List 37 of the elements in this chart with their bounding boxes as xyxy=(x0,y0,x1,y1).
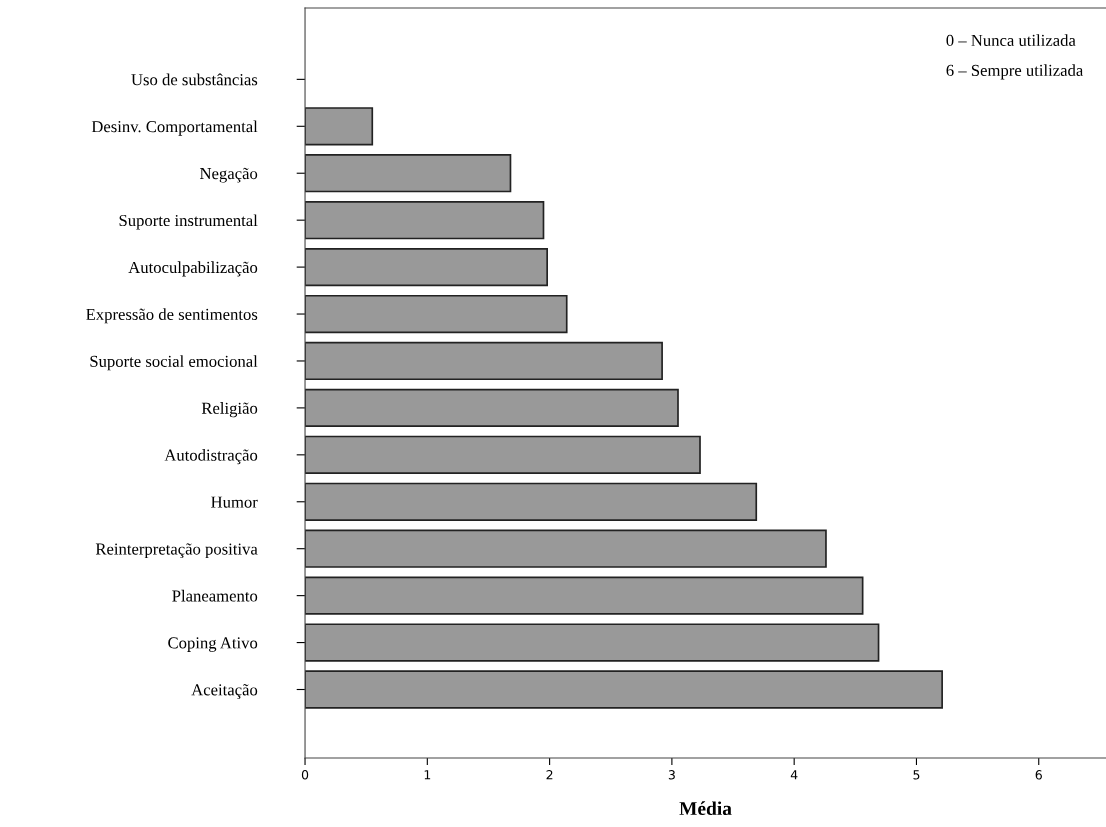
x-axis-title: Média xyxy=(679,801,732,816)
y-tick-label: Desinv. Comportamental xyxy=(91,120,258,136)
bar xyxy=(305,435,701,474)
y-tick-label: Suporte social emocional xyxy=(90,355,258,371)
bar xyxy=(305,294,568,334)
y-tick-label: Suporte instrumental xyxy=(119,214,258,230)
y-tick-label: Religião xyxy=(201,402,258,418)
bar xyxy=(305,154,512,193)
x-tick-label: 1 xyxy=(424,770,431,780)
x-tick-label: 6 xyxy=(1035,770,1042,780)
text: 0 – Nunca utilizada xyxy=(946,34,1076,46)
bar xyxy=(305,623,880,662)
bar xyxy=(305,341,663,381)
y-tick-label: Reinterpretação positiva xyxy=(95,543,258,559)
bar xyxy=(305,388,679,428)
y-tick-label: Expressão de sentimentos xyxy=(86,308,258,324)
bar xyxy=(305,482,758,521)
bar xyxy=(305,201,545,240)
bar xyxy=(305,576,864,615)
x-tick-label: 0 xyxy=(301,770,309,780)
y-tick-label: Autodistração xyxy=(164,449,258,465)
y-tick-label: Humor xyxy=(211,496,258,508)
bar xyxy=(305,247,548,287)
x-tick-label: 3 xyxy=(668,770,675,780)
y-tick-label: Negação xyxy=(199,167,258,183)
y-tick-label: Uso de substâncias xyxy=(131,73,258,86)
x-tick-label: 5 xyxy=(913,770,920,780)
bar xyxy=(305,107,374,146)
y-tick-label: Autoculpabilização xyxy=(128,261,258,277)
bar xyxy=(305,670,943,709)
bar xyxy=(305,529,827,568)
annotation: 6 – Sempre utilizada xyxy=(946,64,1084,80)
x-tick-label: 4 xyxy=(790,770,798,780)
y-tick-label: Planeamento xyxy=(172,589,258,602)
y-tick-label: Coping Ativo xyxy=(168,637,258,652)
x-tick-label: 2 xyxy=(546,770,553,780)
y-tick-label: Aceitação xyxy=(191,684,258,699)
